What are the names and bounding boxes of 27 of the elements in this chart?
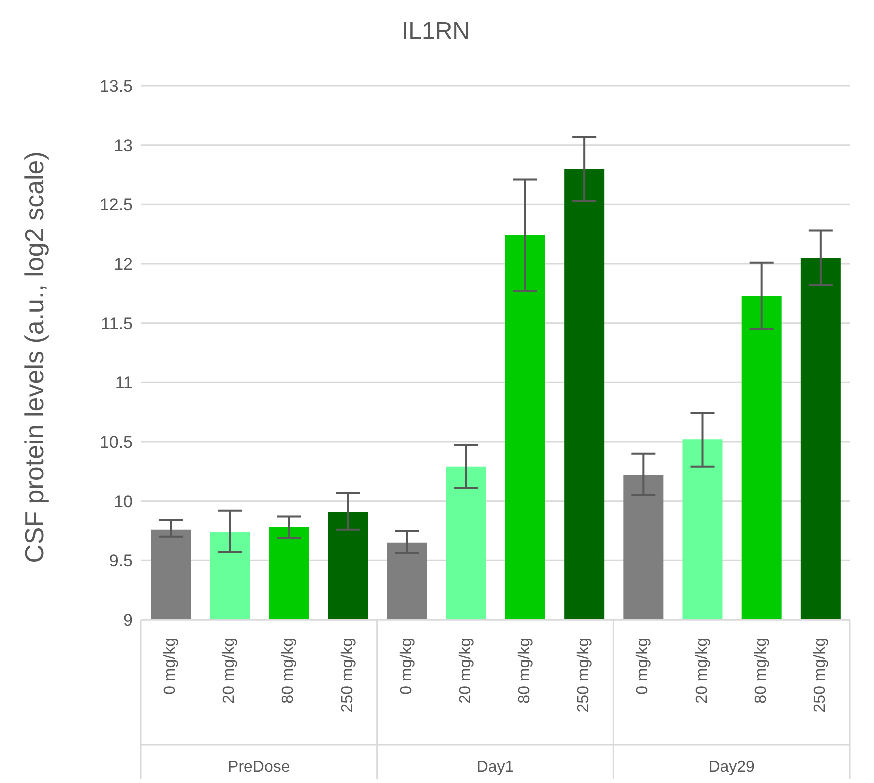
x-tick-label: 0 mg/kg <box>162 638 180 695</box>
x-tick-label: 0 mg/kg <box>634 638 652 695</box>
x-tick-label: 250 mg/kg <box>812 638 829 713</box>
y-tick-label: 12 <box>114 255 133 274</box>
x-tick-label: 80 mg/kg <box>280 638 298 704</box>
x-tick-label: 250 mg/kg <box>339 638 356 713</box>
chart-title: IL1RN <box>400 18 472 46</box>
text: Day1 <box>476 759 514 776</box>
x-tick-label: 20 mg/kg <box>694 638 711 704</box>
x-tick-label: 80 mg/kg <box>752 638 770 704</box>
y-tick-label: 11.5 <box>101 314 133 334</box>
x-tick-label: 20 mg/kg <box>457 638 474 704</box>
y-tick-label: 10 <box>114 492 133 512</box>
x-tick-label: 80 mg/kg <box>516 638 534 704</box>
y-tick-label: 11 <box>115 374 133 393</box>
y-axis-title: CSF protein levels (a.u., log2 scale) <box>20 151 50 563</box>
y-tick-label: 13 <box>114 136 133 156</box>
y-tick-label: 9.5 <box>109 552 133 571</box>
x-tick-label: 0 mg/kg <box>398 638 416 695</box>
text: Day29 <box>708 759 756 776</box>
text: PreDose <box>228 759 290 776</box>
y-tick-label: 12.5 <box>100 196 133 215</box>
x-tick-label: 250 mg/kg <box>576 638 593 713</box>
y-tick-label: 9 <box>124 611 133 630</box>
x-tick-label: 20 mg/kg <box>221 638 238 704</box>
y-tick-label: 13.5 <box>100 77 133 96</box>
y-tick-label: 10.5 <box>100 433 133 452</box>
